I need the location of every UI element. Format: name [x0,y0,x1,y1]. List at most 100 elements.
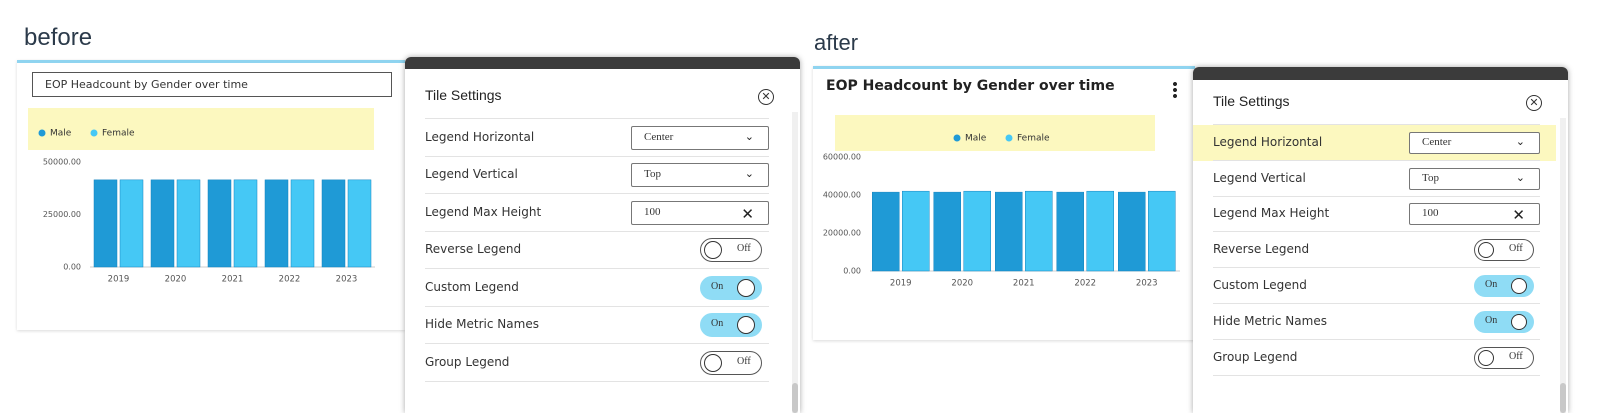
toggle[interactable]: Off [1474,346,1534,369]
clear-button[interactable]: ✕ [741,204,754,223]
toggle-text: On [1485,279,1498,291]
toggle[interactable]: Off [700,350,762,375]
dropdown[interactable]: Top ⌄ [1409,167,1540,190]
row-separator [425,268,769,269]
toggle[interactable]: On [1474,275,1534,298]
section-label: before [24,24,93,51]
control-value: Top [1422,171,1439,184]
setting-label: Group Legend [1213,349,1298,364]
setting-label: Legend Vertical [425,167,518,182]
scrollbar [792,112,798,413]
x-tick-label: 2021 [222,275,244,285]
scroll-thumb [792,383,798,413]
toggle[interactable]: On [700,313,762,338]
toggle-knob [737,316,755,335]
scroll-thumb [1560,383,1566,413]
legend-box [28,108,374,150]
toggle[interactable]: On [1474,310,1534,333]
row-separator [1213,231,1540,233]
bar [233,179,258,268]
setting-label: Legend Vertical [1213,170,1306,185]
text-input[interactable]: 100 ✕ [1409,203,1540,226]
toggle[interactable]: Off [700,238,762,263]
bar [264,179,289,268]
bar [995,191,1023,272]
setting-label: Legend Max Height [1213,206,1330,221]
toggle-text: On [711,280,724,292]
row-separator [1213,302,1540,304]
row-separator [1213,267,1540,269]
bar [321,179,346,268]
toggle-text: On [711,318,724,330]
settings-body: Align TicksOff Legend Horizontal Center ⌄ Le… [405,112,788,413]
settings-panel: Tile Settings✕Align TicksOffLegend Horiz… [1193,67,1568,413]
text-input[interactable]: 100 ✕ [631,200,769,225]
legend-swatch [90,129,98,137]
y-tick-label: 50000.00 [43,158,81,167]
bar [150,179,175,268]
more-menu[interactable] [1171,81,1179,99]
row-separator [1213,124,1540,125]
panel-header-bar [405,57,800,69]
setting-label: Hide Metric Names [425,317,539,332]
dropdown[interactable]: Top ⌄ [631,163,769,188]
x-tick-label: 2022 [1074,279,1096,289]
setting-label: Hide Metric Names [1213,313,1327,328]
close-button[interactable]: ✕ [758,89,774,105]
toggle-text: Off [737,355,751,367]
settings-row: Align TicksOff [1193,118,1556,125]
toggle[interactable]: Off [1474,239,1534,262]
bar [347,179,372,268]
control-value: Top [644,168,661,181]
y-tick-label: 40000.00 [823,191,861,200]
dropdown[interactable]: Center ⌄ [631,125,769,150]
settings-row: Legend Max Height 100 ✕ [405,194,788,232]
toggle-text: Off [1509,243,1523,255]
toggle-knob [1511,278,1527,295]
bar [1056,191,1084,272]
toggle-text: On [1485,314,1498,326]
row-separator [425,230,769,232]
legend-label: Female [102,129,135,139]
row-separator [425,343,769,344]
settings-panel: Tile Settings ✕ Align TicksOff Legend Horiz… [405,57,800,413]
toggle-knob [704,353,722,372]
setting-label: Reverse Legend [425,242,522,257]
setting-label: Custom Legend [1213,278,1307,293]
settings-row: Reverse Legend Off [1193,232,1556,269]
row-separator [1213,195,1540,197]
clear-button[interactable]: ✕ [1512,206,1525,225]
panel-title: Tile Settings [425,87,502,103]
scrollbar [1560,118,1566,413]
dropdown-arrow: ⌄ [1515,170,1525,184]
y-tick-label: 60000.00 [823,153,861,162]
chart-title: EOP Headcount by Gender over time [826,78,1115,94]
bar [933,191,961,272]
toggle-knob [704,241,722,260]
bar [207,179,232,268]
settings-body: Align TicksOffLegend HorizontalCenter⌄Le… [1193,118,1556,413]
settings-row: Group Legend Off [1193,340,1556,376]
y-tick-label: 25000.00 [43,210,81,219]
row-separator [1213,338,1540,340]
legend-label: Female [1017,134,1050,144]
panel-header-bar [1193,67,1568,80]
setting-label: Legend Horizontal [425,129,535,144]
dropdown[interactable]: Center ⌄ [1409,131,1540,154]
close-button[interactable]: ✕ [1526,95,1542,111]
y-tick-label: 0.00 [843,267,861,276]
toggle[interactable]: On [700,275,762,300]
row-separator [425,155,769,157]
settings-row: Align TicksOff [405,112,788,119]
row-separator [1213,159,1540,161]
control-value: Center [644,130,674,143]
setting-label: Reverse Legend [1213,242,1310,257]
x-tick-label: 2023 [1136,279,1158,289]
control-value: 100 [1422,207,1439,220]
dropdown-arrow: ⌄ [744,129,754,143]
setting-label: Custom Legend [425,279,519,294]
toggle-text: Off [737,243,751,255]
x-tick-label: 2019 [108,275,130,285]
chart-title: EOP Headcount by Gender over time [32,72,392,97]
